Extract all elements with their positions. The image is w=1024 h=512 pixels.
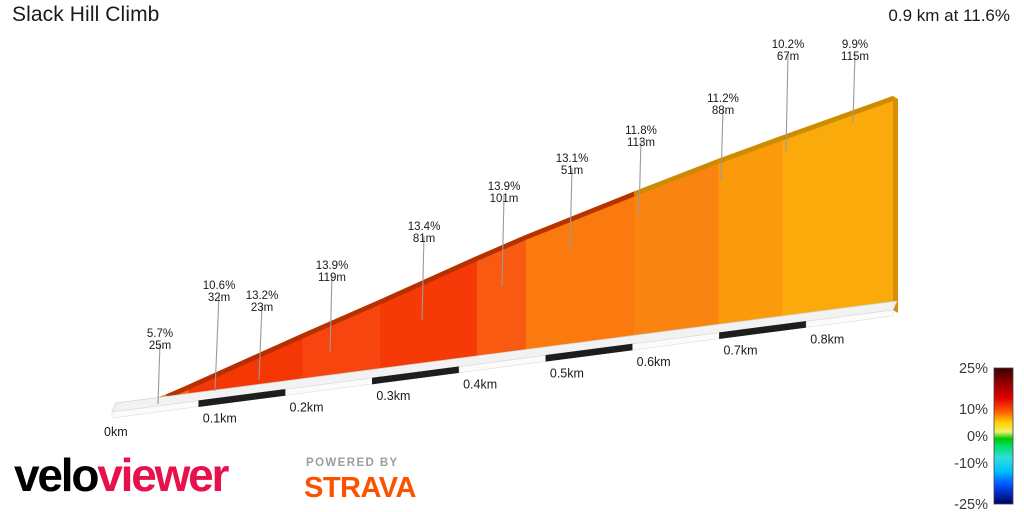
segment-gradient-label: 10.2% — [772, 39, 805, 51]
segment-top-edge — [634, 158, 719, 197]
segment-gradient-label: 5.7% — [147, 328, 173, 340]
segment-leader-line — [421, 235, 425, 321]
segment-length-label: 23m — [251, 302, 273, 314]
segment-gradient-label: 13.9% — [488, 181, 521, 193]
legend-tick-label: -10% — [954, 456, 988, 472]
segment-top-edge — [380, 256, 478, 305]
distance-tick-label: 0.8km — [810, 332, 844, 346]
distance-tick-label: 0.6km — [637, 355, 671, 369]
segment-leader-line — [501, 195, 505, 287]
segment-gradient-label: 13.4% — [408, 221, 441, 233]
distance-tick-label: 0km — [104, 425, 128, 439]
legend-tick-label: 0% — [967, 429, 988, 445]
legend-tick-label: 25% — [959, 361, 988, 377]
segment-length-label: 113m — [627, 137, 655, 149]
segment-length-label: 25m — [149, 340, 171, 352]
segment-gradient-label: 13.2% — [246, 290, 279, 302]
segment-leader-line — [638, 139, 642, 216]
segment-gradient-label: 11.2% — [707, 93, 739, 105]
segment-top-edge — [477, 234, 526, 262]
segment-length-label: 101m — [490, 193, 519, 205]
segment-leader-lines — [157, 53, 856, 405]
segment-leader-line — [720, 107, 724, 181]
summit-side-face — [893, 96, 898, 313]
segment-top-edge — [188, 333, 303, 390]
segment-top-edge — [302, 299, 381, 339]
segment-leader-line — [214, 294, 220, 392]
segment-leader-line — [157, 342, 161, 405]
segment-length-label: 119m — [318, 272, 346, 284]
distance-tick-label: 0.2km — [290, 400, 324, 414]
distance-tick-label: 0.5km — [550, 366, 584, 380]
branding-footer: veloviewer POWERED BY STRAVA — [0, 444, 520, 512]
gradient-legend: 25% 10% 0% -10% -25% — [954, 361, 1014, 512]
strava-wordmark[interactable]: STRAVA — [304, 472, 416, 504]
logo-text-velo: velo — [14, 449, 99, 501]
segment-length-label: 51m — [561, 165, 583, 177]
chart-header: Slack Hill Climb 0.9 km at 11.6% — [0, 0, 1024, 34]
logo-text-viewer: viewer — [97, 449, 229, 501]
segment-gradient-label: 11.8% — [625, 125, 657, 137]
profile-segment — [718, 135, 783, 334]
segment-gradient-label: 10.6% — [203, 280, 236, 292]
veloviewer-logo[interactable]: veloviewer — [14, 449, 229, 501]
segment-length-label: 115m — [841, 51, 869, 63]
segment-leader-line — [785, 53, 789, 153]
road-base-segment — [805, 309, 894, 328]
segment-length-label: 81m — [413, 233, 435, 245]
segment-leader-line — [258, 304, 263, 381]
distance-labels: 0km 0.1km 0.2km 0.3km 0.4km 0.5km 0.6km 0.7km 0.… — [104, 332, 844, 439]
distance-tick-label: 0.4km — [463, 378, 497, 392]
legend-tick-labels: 25% 10% 0% -10% -25% — [954, 361, 988, 512]
segment-leader-line — [569, 167, 573, 249]
segment-gradient-label: 9.9% — [842, 39, 868, 51]
segment-gradient-label: 13.9% — [316, 260, 349, 272]
segment-length-label: 88m — [712, 105, 734, 117]
road-base — [111, 300, 898, 419]
distance-tick-label: 0.1km — [203, 412, 237, 426]
segment-top-edge — [782, 96, 893, 141]
page-title: Slack Hill Climb — [12, 3, 160, 26]
segment-leader-line — [852, 53, 856, 123]
legend-tick-label: -25% — [954, 497, 988, 512]
segment-length-label: 32m — [208, 292, 230, 304]
legend-tick-label: 10% — [959, 402, 988, 418]
climb-summary: 0.9 km at 11.6% — [888, 6, 1010, 25]
distance-tick-label: 0.7km — [723, 344, 757, 358]
segment-top-edge — [718, 135, 783, 164]
segment-length-label: 67m — [777, 51, 799, 63]
powered-by-label: POWERED BY — [306, 457, 399, 469]
segment-top-edge — [525, 191, 635, 240]
legend-colorbar — [993, 367, 1014, 505]
segment-leader-line — [329, 274, 333, 353]
distance-tick-label: 0.3km — [376, 389, 410, 403]
segment-gradient-label: 13.1% — [556, 153, 589, 165]
profile-segment — [634, 158, 719, 345]
profile-top-edge — [112, 96, 898, 417]
